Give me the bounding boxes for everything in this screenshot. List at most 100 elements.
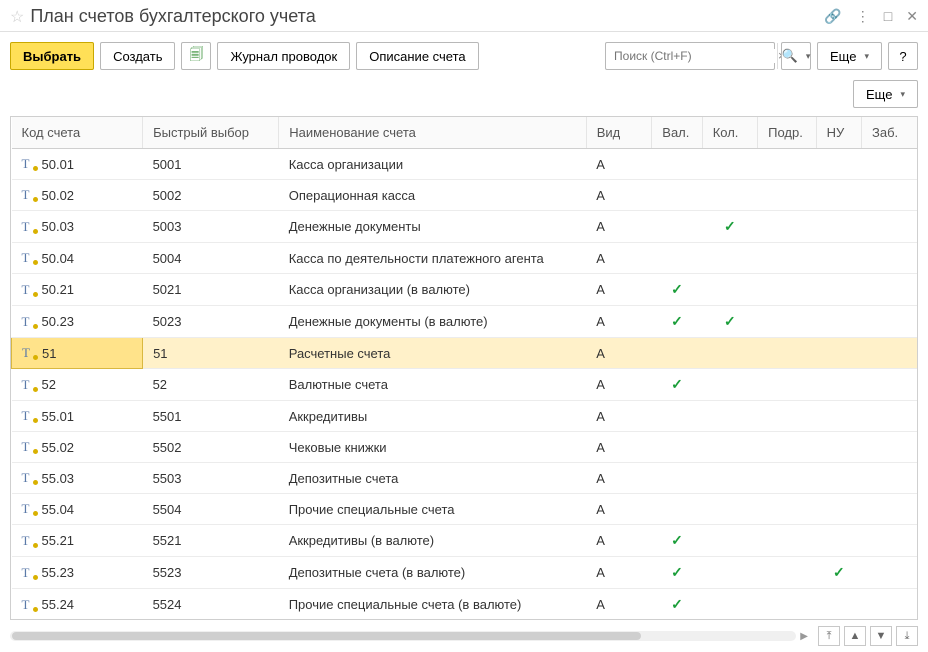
cell-kind: А [586, 589, 652, 621]
cell-name: Аккредитивы [279, 401, 587, 432]
footer-bar: ▶ ⤒ ▲ ▼ ⤓ [0, 620, 928, 652]
cell-zab [862, 401, 918, 432]
account-icon: T [22, 250, 36, 266]
cell-name: Касса организации [279, 149, 587, 180]
table-row[interactable]: T50.035003Денежные документыА✓ [12, 211, 918, 243]
more-button[interactable]: Еще [817, 42, 882, 70]
cell-podr [758, 589, 816, 621]
cell-kol [702, 149, 757, 180]
magnifier-icon: 🔍 [782, 48, 798, 64]
description-button[interactable]: Описание счета [356, 42, 478, 70]
cell-val [652, 211, 702, 243]
check-icon: ✓ [724, 313, 736, 329]
cell-podr [758, 274, 816, 306]
cell-zab [862, 306, 918, 338]
cell-kind: А [586, 401, 652, 432]
col-quick[interactable]: Быстрый выбор [143, 117, 279, 149]
table-row[interactable]: T50.025002Операционная кассаА [12, 180, 918, 211]
table-row[interactable]: T5151Расчетные счетаА [12, 338, 918, 369]
titlebar: ☆ План счетов бухгалтерского учета 🔗 ⋮ □… [0, 0, 928, 32]
cell-code: 50.23 [42, 314, 75, 329]
col-val[interactable]: Вал. [652, 117, 702, 149]
col-zab[interactable]: Заб. [862, 117, 918, 149]
cell-name: Операционная касса [279, 180, 587, 211]
nav-first-button[interactable]: ⤒ [818, 626, 840, 646]
table-row[interactable]: T55.045504Прочие специальные счетаА [12, 494, 918, 525]
close-icon[interactable]: ✕ [906, 8, 918, 25]
h-scrollbar[interactable] [10, 631, 796, 641]
nav-up-button[interactable]: ▲ [844, 626, 866, 646]
scroll-right-icon[interactable]: ▶ [800, 631, 808, 642]
cell-zab [862, 463, 918, 494]
cell-zab [862, 274, 918, 306]
account-icon: T [22, 156, 36, 172]
journal-button[interactable]: Журнал проводок [217, 42, 350, 70]
nav-down-button[interactable]: ▼ [870, 626, 892, 646]
cell-podr [758, 369, 816, 401]
select-button[interactable]: Выбрать [10, 42, 94, 70]
table-row[interactable]: T55.245524Прочие специальные счета (в ва… [12, 589, 918, 621]
col-name[interactable]: Наименование счета [279, 117, 587, 149]
col-nu[interactable]: НУ [816, 117, 861, 149]
cell-val [652, 401, 702, 432]
account-icon: T [22, 597, 36, 613]
cell-name: Расчетные счета [279, 338, 587, 369]
account-icon: T [22, 314, 36, 330]
cell-nu [816, 149, 861, 180]
h-scrollbar-thumb[interactable] [12, 632, 641, 640]
table-row[interactable]: T50.215021Касса организации (в валюте)А✓ [12, 274, 918, 306]
col-kind[interactable]: Вид [586, 117, 652, 149]
col-code[interactable]: Код счета [12, 117, 143, 149]
cell-quick: 5503 [143, 463, 279, 494]
help-button[interactable]: ? [888, 42, 918, 70]
cell-podr [758, 463, 816, 494]
cell-kind: А [586, 369, 652, 401]
cell-code: 55.02 [42, 440, 75, 455]
cell-kind: А [586, 557, 652, 589]
col-podr[interactable]: Подр. [758, 117, 816, 149]
cell-val: ✓ [652, 306, 702, 338]
cell-nu [816, 432, 861, 463]
search-mode-button[interactable]: 🔍 [781, 42, 811, 70]
cell-podr [758, 180, 816, 211]
table-row[interactable]: T55.035503Депозитные счетаА [12, 463, 918, 494]
table-row[interactable]: T5252Валютные счетаА✓ [12, 369, 918, 401]
search-input[interactable] [606, 49, 777, 63]
cell-code: 52 [42, 377, 56, 392]
link-icon[interactable]: 🔗 [824, 8, 841, 25]
table-row[interactable]: T55.215521Аккредитивы (в валюте)А✓ [12, 525, 918, 557]
cell-val: ✓ [652, 557, 702, 589]
cell-zab [862, 211, 918, 243]
cell-name: Аккредитивы (в валюте) [279, 525, 587, 557]
window-title: План счетов бухгалтерского учета [30, 6, 824, 27]
table-row[interactable]: T50.045004Касса по деятельности платежно… [12, 243, 918, 274]
more-button-2[interactable]: Еще [853, 80, 918, 108]
cell-code: 50.21 [42, 282, 75, 297]
cell-code: 55.21 [42, 533, 75, 548]
table-row[interactable]: T55.015501АккредитивыА [12, 401, 918, 432]
account-icon: T [22, 377, 36, 393]
maximize-icon[interactable]: □ [884, 8, 892, 25]
copy-button[interactable]: 🗐 [181, 42, 211, 70]
nav-last-button[interactable]: ⤓ [896, 626, 918, 646]
account-icon: T [22, 408, 36, 424]
table-row[interactable]: T50.015001Касса организацииА [12, 149, 918, 180]
cell-quick: 5023 [143, 306, 279, 338]
favorite-star-icon[interactable]: ☆ [10, 7, 24, 27]
cell-val [652, 180, 702, 211]
create-button[interactable]: Создать [100, 42, 175, 70]
cell-nu: ✓ [816, 557, 861, 589]
account-icon: T [22, 470, 36, 486]
cell-kol [702, 463, 757, 494]
col-kol[interactable]: Кол. [702, 117, 757, 149]
search-box[interactable]: × [605, 42, 775, 70]
cell-quick: 52 [143, 369, 279, 401]
table-row[interactable]: T55.235523Депозитные счета (в валюте)А✓✓ [12, 557, 918, 589]
cell-kind: А [586, 243, 652, 274]
kebab-menu-icon[interactable]: ⋮ [856, 8, 870, 25]
account-icon: T [22, 501, 36, 517]
cell-val: ✓ [652, 369, 702, 401]
table-row[interactable]: T50.235023Денежные документы (в валюте)А… [12, 306, 918, 338]
table-row[interactable]: T55.025502Чековые книжкиА [12, 432, 918, 463]
cell-podr [758, 243, 816, 274]
